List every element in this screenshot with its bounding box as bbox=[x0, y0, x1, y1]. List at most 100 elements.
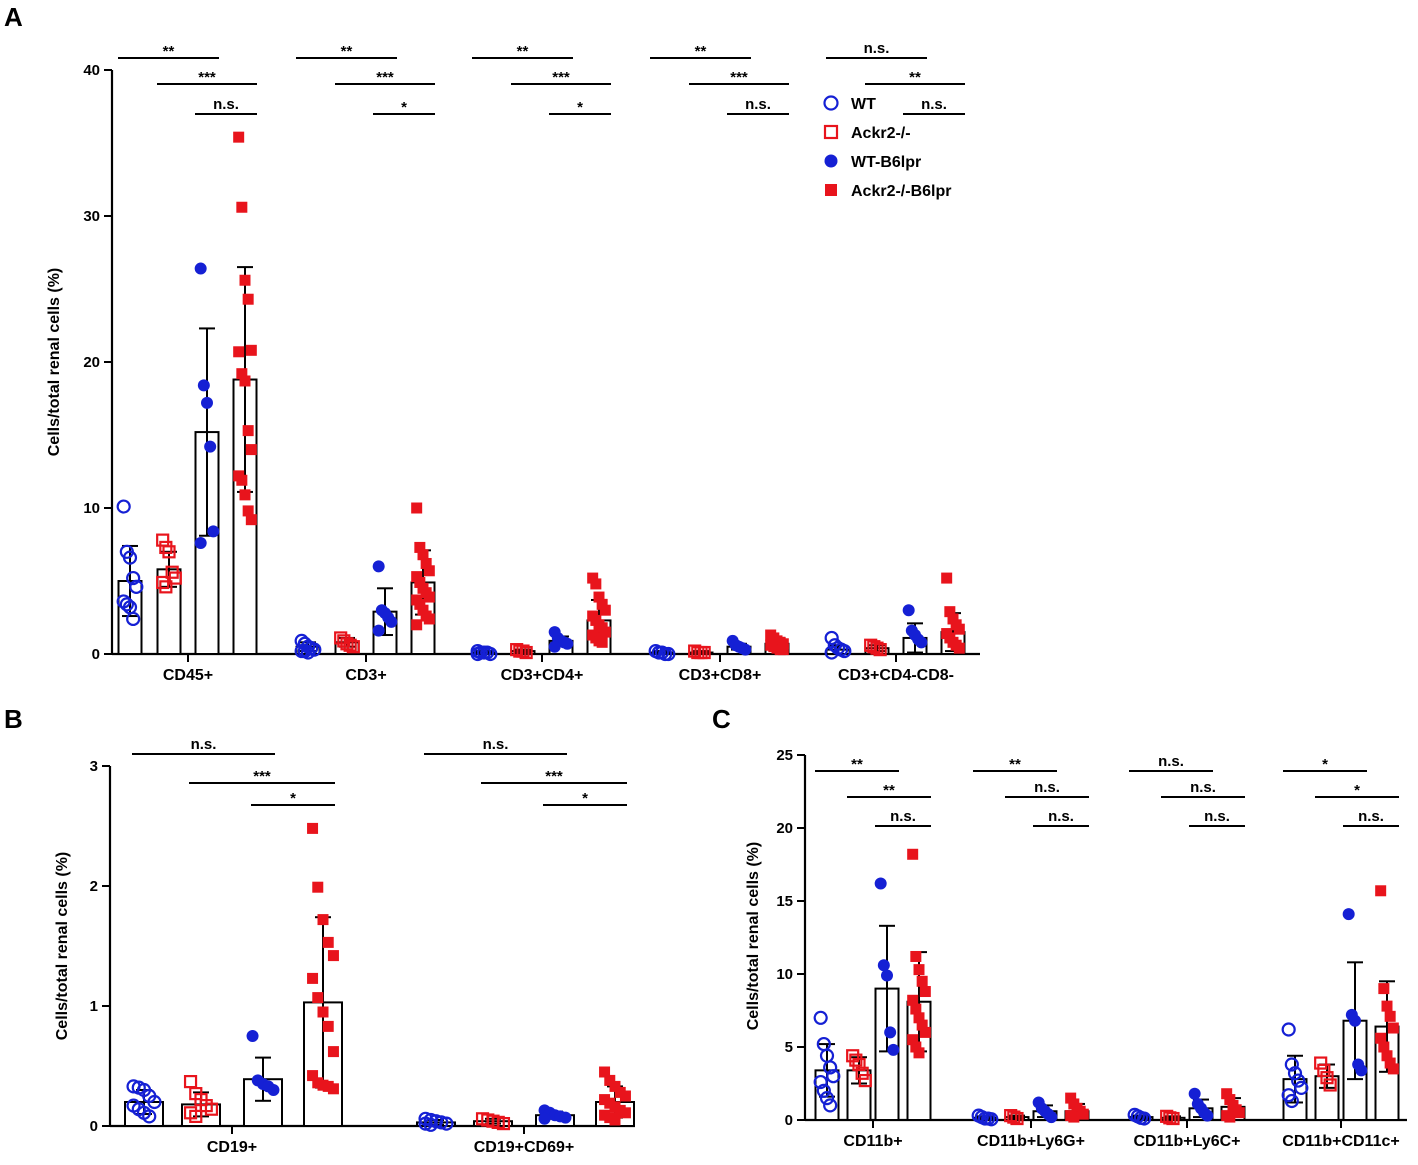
data-point bbox=[246, 1030, 259, 1042]
data-point bbox=[913, 1047, 925, 1059]
data-point bbox=[162, 545, 176, 559]
data-point bbox=[300, 645, 316, 660]
data-point bbox=[307, 972, 319, 984]
data-point bbox=[697, 645, 711, 660]
y-tick-label: 15 bbox=[776, 893, 793, 910]
data-point bbox=[194, 537, 207, 550]
data-point bbox=[322, 936, 334, 948]
data-point bbox=[619, 1090, 631, 1102]
data-point bbox=[312, 881, 324, 893]
data-point bbox=[1375, 885, 1387, 897]
data-point bbox=[874, 877, 887, 890]
data-point bbox=[910, 1003, 922, 1015]
data-point bbox=[849, 1053, 863, 1067]
data-point bbox=[599, 1066, 611, 1078]
data-point bbox=[661, 646, 676, 662]
data-point bbox=[953, 623, 965, 635]
data-point bbox=[823, 1098, 838, 1113]
panel-letter: C bbox=[712, 704, 731, 734]
data-point bbox=[233, 131, 245, 143]
y-tick-label: 20 bbox=[83, 354, 100, 371]
data-point bbox=[1387, 1022, 1399, 1034]
significance-label: n.s. bbox=[864, 40, 890, 57]
data-point bbox=[307, 1070, 319, 1082]
data-point bbox=[239, 375, 251, 387]
y-axis-label: Cells/total renal cells (%) bbox=[46, 268, 63, 457]
significance-label: n.s. bbox=[1034, 779, 1060, 796]
data-point bbox=[548, 640, 561, 653]
data-point bbox=[411, 502, 423, 514]
data-point bbox=[1010, 1111, 1024, 1126]
data-point bbox=[242, 293, 254, 305]
data-point bbox=[538, 1112, 551, 1125]
data-point bbox=[590, 578, 602, 590]
data-point bbox=[910, 950, 922, 962]
data-point bbox=[204, 1102, 219, 1116]
data-point bbox=[739, 643, 752, 656]
data-point bbox=[1294, 1080, 1309, 1095]
legend-marker-open-square bbox=[823, 124, 839, 140]
category-label: CD11b+Ly6C+ bbox=[1133, 1133, 1240, 1150]
data-point bbox=[142, 1109, 157, 1124]
category-label: CD19+ bbox=[207, 1139, 257, 1156]
significance-label: * bbox=[577, 99, 583, 116]
data-point bbox=[1342, 908, 1355, 921]
data-point bbox=[913, 1012, 925, 1024]
significance-label: n.s. bbox=[1204, 808, 1230, 825]
significance-label: * bbox=[582, 790, 588, 807]
data-point bbox=[913, 964, 925, 976]
data-point bbox=[877, 959, 890, 972]
significance-label: n.s. bbox=[483, 736, 509, 753]
data-point bbox=[1233, 1107, 1245, 1119]
significance-label: ** bbox=[517, 43, 529, 60]
data-point bbox=[919, 1026, 931, 1038]
data-point bbox=[599, 626, 611, 638]
data-point bbox=[1224, 1111, 1236, 1123]
data-point bbox=[1381, 1000, 1393, 1012]
data-point bbox=[236, 474, 248, 486]
data-point bbox=[852, 1057, 866, 1072]
significance-label: ** bbox=[851, 756, 863, 773]
data-point bbox=[1166, 1111, 1180, 1126]
category-label: CD45+ bbox=[163, 667, 213, 684]
data-point bbox=[327, 1046, 339, 1058]
data-point bbox=[1349, 1014, 1361, 1027]
category-label: CD3+CD8+ bbox=[679, 667, 762, 684]
y-tick-label: 5 bbox=[785, 1039, 793, 1056]
legend-label: Ackr2-/- bbox=[851, 125, 911, 142]
data-point bbox=[813, 1074, 828, 1090]
significance-label: * bbox=[1322, 756, 1328, 773]
data-point bbox=[1378, 1041, 1390, 1053]
panel-letter: A bbox=[4, 2, 23, 32]
data-point bbox=[197, 379, 210, 392]
data-point bbox=[168, 571, 182, 585]
y-axis-label: Cells/total renal cells (%) bbox=[745, 842, 762, 1031]
data-point bbox=[519, 645, 533, 660]
data-point bbox=[122, 550, 138, 565]
data-point bbox=[1384, 1010, 1396, 1022]
significance-label: ** bbox=[883, 782, 895, 799]
panel-letter: B bbox=[4, 704, 23, 734]
legend-marker-open-circle bbox=[823, 95, 839, 111]
data-point bbox=[1381, 1050, 1393, 1062]
significance-label: n.s. bbox=[745, 96, 771, 113]
data-point bbox=[1384, 1057, 1396, 1069]
significance-label: *** bbox=[552, 69, 570, 86]
data-point bbox=[126, 611, 141, 627]
data-point bbox=[824, 630, 839, 646]
data-point bbox=[1065, 1092, 1077, 1104]
legend-item-ackr2-b6lpr: Ackr2-/-B6lpr bbox=[825, 183, 951, 200]
category-label: CD11b+CD11c+ bbox=[1282, 1133, 1399, 1150]
data-point bbox=[870, 641, 884, 655]
data-point bbox=[1045, 1111, 1058, 1124]
data-point bbox=[777, 638, 789, 650]
data-point bbox=[907, 848, 919, 860]
data-point bbox=[372, 560, 385, 573]
data-point bbox=[423, 613, 435, 625]
significance-label: ** bbox=[341, 43, 353, 60]
data-point bbox=[1375, 1032, 1387, 1044]
significance-label: ** bbox=[909, 69, 921, 86]
significance-label: ** bbox=[695, 43, 707, 60]
data-point bbox=[322, 1020, 334, 1032]
significance-label: ** bbox=[163, 43, 175, 60]
